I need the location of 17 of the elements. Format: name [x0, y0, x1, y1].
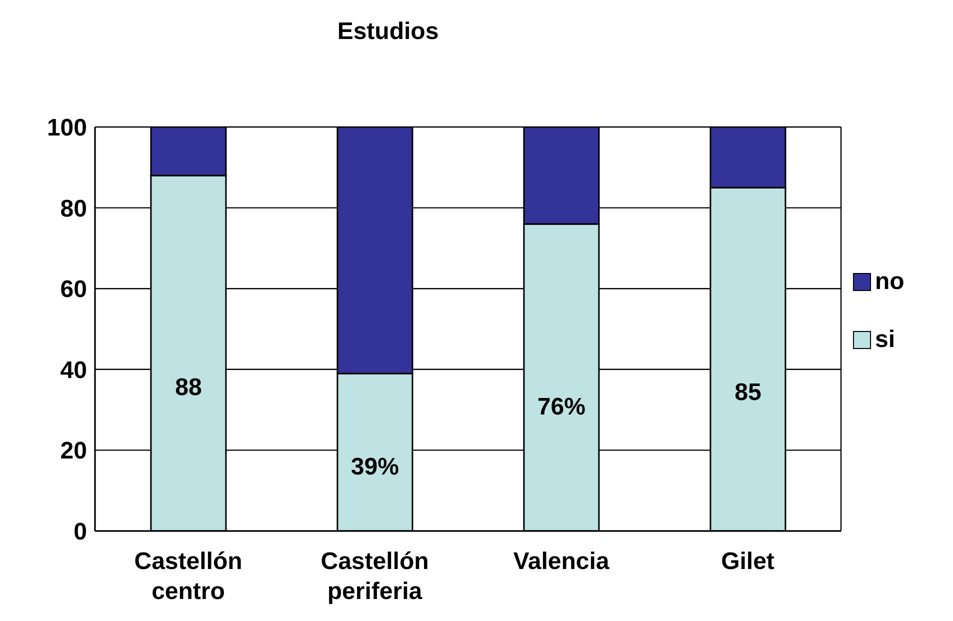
legend-label: si [875, 326, 896, 354]
y-tick-label: 20 [60, 438, 87, 465]
y-tick-label: 40 [60, 356, 87, 384]
x-tick-label: Castellón periferia [320, 548, 429, 605]
x-tick-label: Valencia [513, 548, 610, 575]
data-label: 88 [175, 374, 202, 402]
y-tick-label: 60 [60, 276, 87, 304]
data-label: 76% [537, 394, 586, 421]
y-tick-label: 0 [74, 518, 87, 546]
y-tick-label: 100 [46, 114, 87, 142]
y-tick-label: 80 [60, 195, 87, 222]
x-tick-label: Castellón centro [134, 548, 242, 605]
data-label: 85 [734, 378, 762, 406]
x-tick-label: Gilet [721, 548, 774, 575]
legend-label: no [875, 268, 904, 296]
chart-title: Estudios [336, 18, 440, 46]
data-label: 39% [350, 453, 399, 480]
